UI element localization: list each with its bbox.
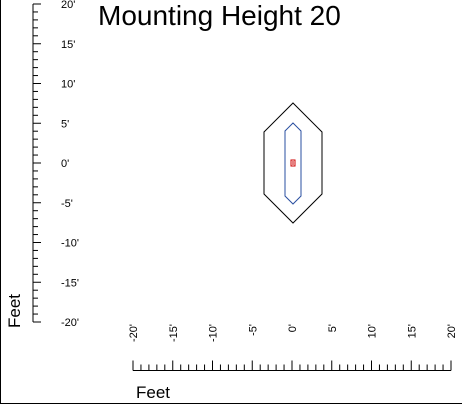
y-tick-label: -10' (61, 238, 79, 250)
y-tick-label: -15' (61, 277, 79, 289)
y-tick-label: -20' (61, 317, 79, 329)
y-axis-title: Feet (5, 294, 24, 328)
x-tick-label: 20' (446, 324, 458, 338)
x-tick-label: -10' (208, 324, 220, 342)
x-tick-label: 0' (287, 324, 299, 332)
y-tick-label: -5' (61, 198, 73, 210)
y-axis: 20' 15' 10' 5' 0' -5' -10' -15' -20' Feet (5, 0, 79, 329)
y-tick-label: 0' (61, 158, 69, 170)
y-tick-label: 5' (61, 118, 69, 130)
x-tick-label: 5' (327, 324, 339, 332)
x-axis: -20' -15' -10' -5' 0' 5' 10' 15' 20' Feet (128, 324, 458, 402)
y-tick-label: 10' (61, 79, 75, 91)
y-tick-label: 15' (61, 39, 75, 51)
x-tick-label: -20' (128, 324, 140, 342)
plot-title: Mounting Height 20 (98, 0, 341, 31)
x-tick-label: -15' (168, 324, 180, 342)
inner-contour (284, 122, 302, 205)
x-tick-label: 15' (406, 324, 418, 338)
y-tick-label: 20' (61, 0, 75, 11)
x-axis-title: Feet (136, 383, 170, 402)
x-tick-label: 10' (367, 324, 379, 338)
outer-contour (263, 102, 323, 224)
x-tick-label: -5' (247, 324, 259, 336)
